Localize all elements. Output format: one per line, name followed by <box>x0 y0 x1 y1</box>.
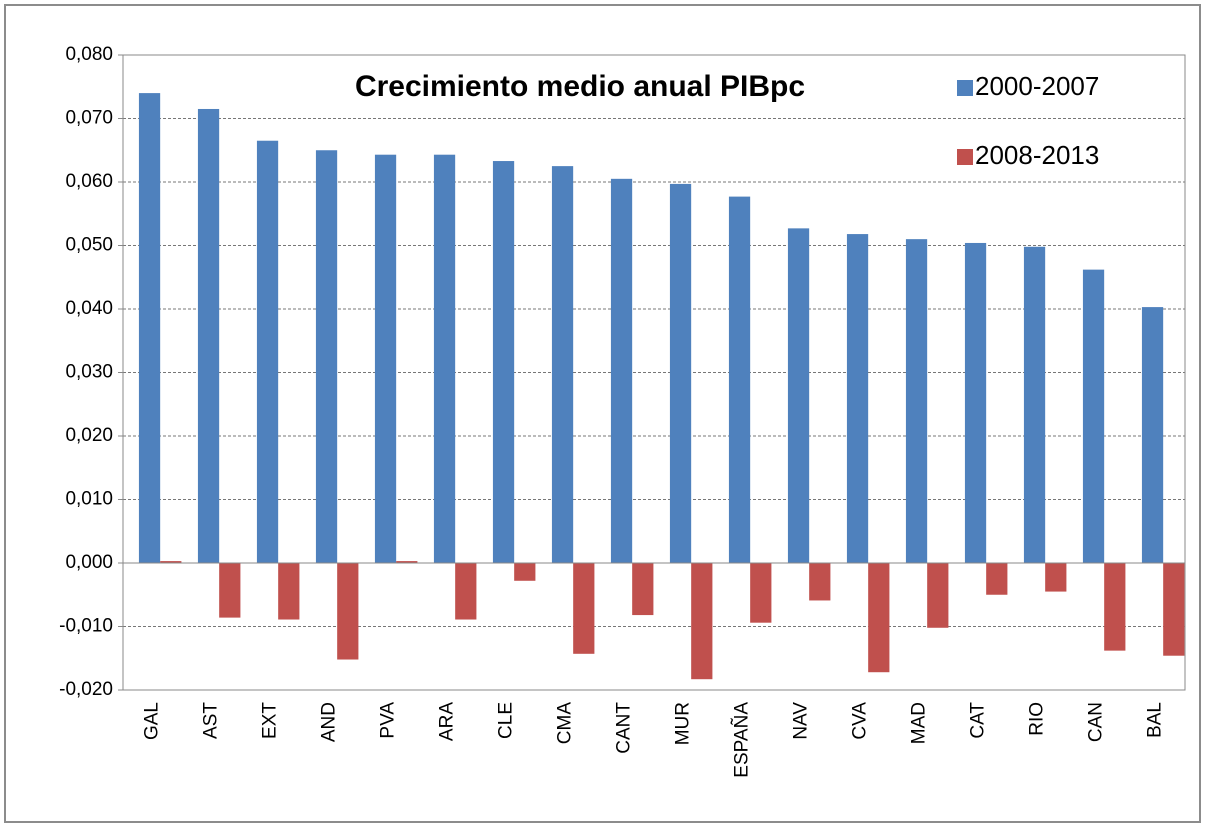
bar <box>197 108 220 563</box>
bar <box>219 563 241 618</box>
x-tick-label: ARA <box>437 702 458 741</box>
legend-label: 2000-2007 <box>975 71 1099 101</box>
y-tick-label: -0,010 <box>59 616 113 637</box>
bar <box>514 563 536 581</box>
y-tick-label: -0,020 <box>59 679 113 700</box>
bar <box>750 563 772 623</box>
bar <box>809 563 831 601</box>
x-tick-label: NAV <box>791 702 812 740</box>
bar <box>787 228 810 564</box>
x-tick-label: MAD <box>909 702 930 744</box>
bar <box>315 150 338 563</box>
bar <box>728 196 751 564</box>
bar <box>1141 307 1164 563</box>
x-tick-label: MUR <box>673 702 694 745</box>
bar <box>138 93 161 563</box>
x-tick-label: CAT <box>968 702 989 739</box>
y-tick-label: 0,020 <box>65 425 113 446</box>
legend-label: 2008-2013 <box>975 140 1099 170</box>
x-tick-label: CLE <box>496 702 517 739</box>
bar <box>278 563 300 620</box>
bar <box>374 154 397 563</box>
bar <box>669 183 692 563</box>
y-tick-label: 0,060 <box>65 171 113 192</box>
chart-title: Crecimiento medio anual PIBpc <box>355 70 805 103</box>
y-tick-label: 0,040 <box>65 298 113 319</box>
bar <box>337 563 359 660</box>
legend-swatch <box>957 149 973 165</box>
bar <box>964 242 987 563</box>
bar <box>1104 563 1126 651</box>
bar <box>573 563 595 654</box>
bar <box>492 161 515 564</box>
bar <box>1163 563 1185 656</box>
y-tick-label: 0,070 <box>65 108 113 129</box>
bar <box>1045 563 1067 592</box>
bar <box>986 563 1008 595</box>
x-tick-label: ESPAÑA <box>731 702 753 778</box>
bar <box>846 234 869 563</box>
plot-area <box>122 54 1186 691</box>
bar <box>691 563 713 680</box>
bar <box>396 561 418 563</box>
legend-swatch <box>957 80 973 96</box>
x-tick-label: GAL <box>142 702 163 740</box>
x-tick-label: RIO <box>1027 702 1048 736</box>
bar <box>160 561 182 563</box>
bar <box>551 166 574 563</box>
bar <box>433 154 456 563</box>
x-tick-label: CAN <box>1086 702 1107 742</box>
y-tick-label: 0,000 <box>65 552 113 573</box>
bar <box>455 563 477 620</box>
bar <box>927 563 949 628</box>
x-tick-label: CANT <box>614 702 635 754</box>
bar <box>256 140 279 563</box>
y-tick-label: 0,080 <box>65 44 113 65</box>
x-tick-label: EXT <box>260 702 281 739</box>
bar <box>1023 246 1046 563</box>
x-tick-label: BAL <box>1145 702 1166 738</box>
x-tick-label: CMA <box>555 702 576 745</box>
x-tick-label: CVA <box>850 702 871 740</box>
bar <box>868 563 890 673</box>
bar <box>1082 269 1105 563</box>
bar <box>632 563 654 616</box>
x-tick-label: AND <box>319 702 340 742</box>
x-tick-label: AST <box>201 702 222 739</box>
bar <box>905 239 928 563</box>
y-tick-label: 0,010 <box>65 489 113 510</box>
chart-frame <box>4 4 1201 823</box>
y-tick-label: 0,050 <box>65 235 113 256</box>
y-tick-label: 0,030 <box>65 362 113 383</box>
bar <box>610 178 633 563</box>
x-tick-label: PVA <box>378 702 399 739</box>
